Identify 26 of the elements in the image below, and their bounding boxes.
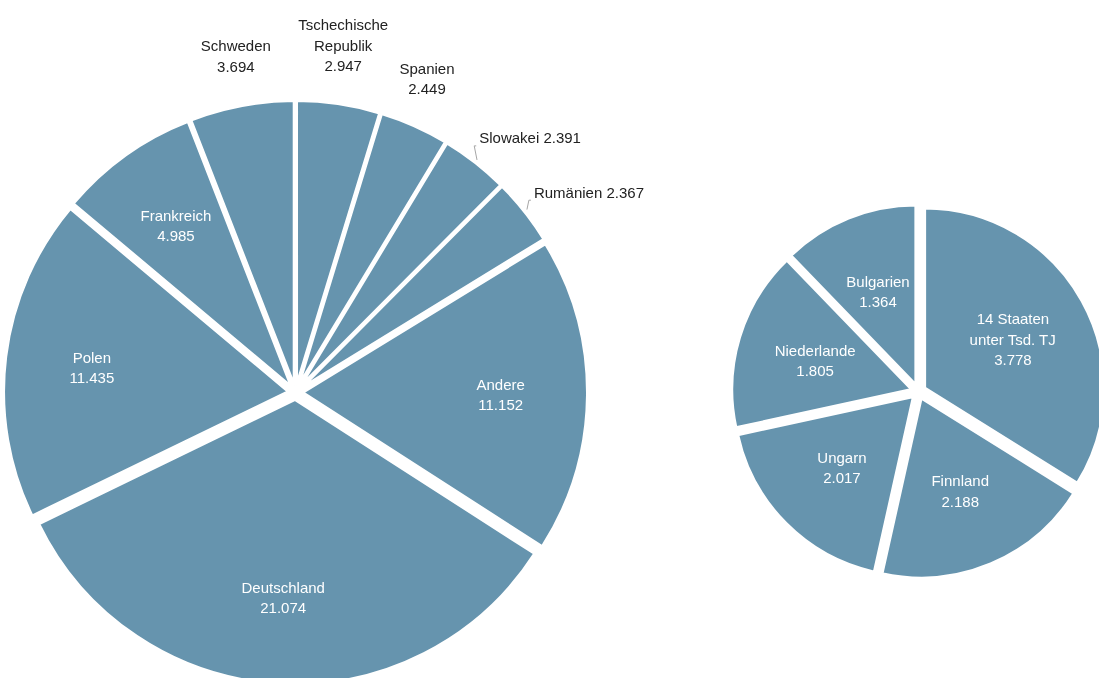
- data-label: 2.188: [941, 492, 979, 510]
- data-label: 11.435: [69, 368, 115, 386]
- data-label: 3.778: [994, 351, 1032, 369]
- data-label: 1.364: [859, 293, 897, 311]
- data-label: 11.152: [478, 396, 524, 414]
- data-label: 1.805: [796, 361, 834, 379]
- data-label: 2.947: [324, 56, 362, 74]
- data-label: 2.017: [823, 469, 861, 487]
- data-label: 4.985: [157, 227, 195, 245]
- slice-label: Finnland: [931, 472, 989, 490]
- slice-label: Spanien: [399, 59, 455, 77]
- slice-label: Frankreich: [140, 207, 212, 225]
- data-label: 3.694: [217, 57, 255, 75]
- slice-label: Niederlande: [774, 341, 856, 359]
- slice-label: Schweden: [200, 37, 271, 55]
- slice-label: Tschechische Republik: [298, 16, 389, 54]
- slice-label: Deutschland: [241, 578, 325, 596]
- slice-label: Rumänien 2.367: [533, 183, 644, 201]
- slice-label: 14 Staaten unter Tsd. TJ: [969, 310, 1056, 348]
- slice-label: Ungarn: [817, 448, 867, 466]
- slice-label: Andere: [476, 376, 525, 393]
- slice-label: Bulgarien: [846, 272, 910, 290]
- slice-label: Slowakei 2.391: [479, 129, 581, 147]
- data-label: 2.449: [408, 80, 446, 98]
- slice-label: Polen: [72, 348, 112, 366]
- data-label: 21.074: [260, 599, 307, 617]
